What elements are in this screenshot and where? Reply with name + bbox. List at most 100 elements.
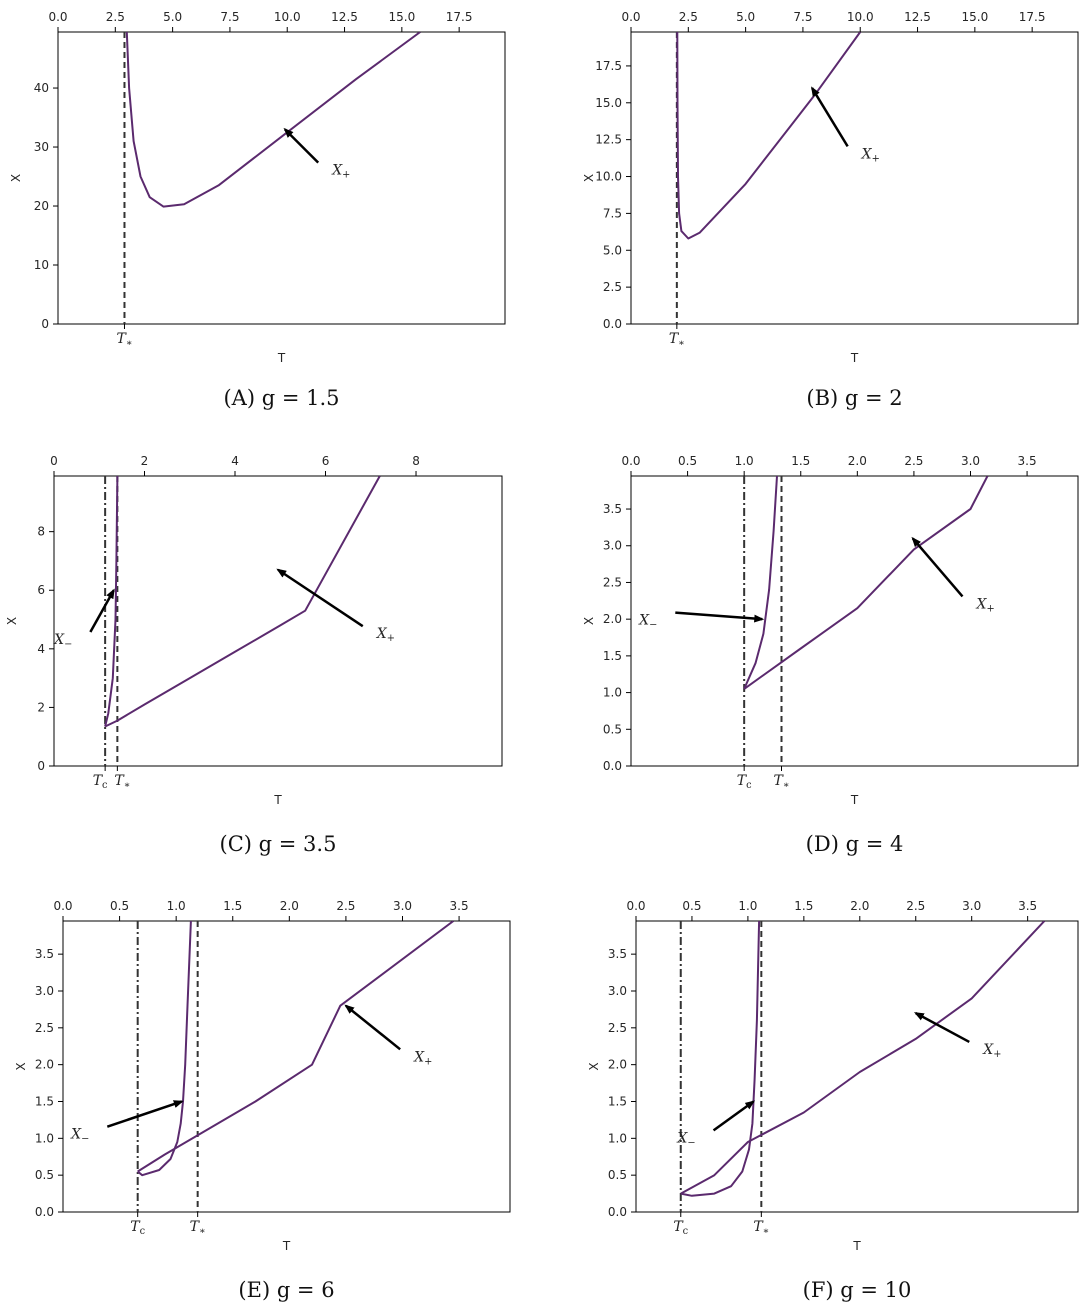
x-tick-label: 10.0 xyxy=(274,10,301,24)
y-tick-label: 10.0 xyxy=(595,170,622,184)
x-tick-label: 0 xyxy=(50,454,58,468)
y-tick-label: 5.0 xyxy=(603,243,622,257)
x-plus-arrow xyxy=(344,1004,401,1051)
y-tick-label: 2.0 xyxy=(35,1058,54,1072)
y-tick-label: 3.0 xyxy=(35,984,54,998)
x-tick-label: 3.5 xyxy=(450,899,469,913)
y-tick-label: 17.5 xyxy=(595,59,622,73)
x-tick-label: 0.0 xyxy=(621,10,640,24)
x-axis-label: T xyxy=(852,1239,861,1253)
y-tick-label: 20 xyxy=(34,199,49,213)
x-tick-label: 15.0 xyxy=(961,10,988,24)
series-line-2 xyxy=(137,921,454,1173)
vline-label: Tc xyxy=(130,1219,145,1237)
x-plus-arrow xyxy=(811,86,849,148)
x-plus-label: X+ xyxy=(331,163,350,181)
x-minus-label: X− xyxy=(676,1130,695,1148)
x-tick-label: 12.5 xyxy=(904,10,931,24)
x-plus-arrow xyxy=(276,568,364,628)
y-tick-label: 40 xyxy=(34,81,49,95)
x-tick-label: 3.0 xyxy=(393,899,412,913)
x-tick-label: 12.5 xyxy=(331,10,358,24)
x-tick-label: 8 xyxy=(412,454,420,468)
vline-label: T∗ xyxy=(774,773,790,791)
x-plus-label: X+ xyxy=(413,1049,432,1067)
plot-frame xyxy=(62,920,511,1213)
x-tick-label: 1.0 xyxy=(735,454,754,468)
y-tick-label: 0.5 xyxy=(608,1168,627,1182)
y-tick-label: 2.5 xyxy=(603,280,622,294)
x-tick-label: 2.5 xyxy=(679,10,698,24)
x-minus-label: X− xyxy=(638,613,657,631)
series-line-1 xyxy=(125,32,421,208)
series-line-2 xyxy=(743,476,989,690)
plot-frame xyxy=(57,31,506,325)
series-line-1 xyxy=(680,921,761,1197)
x-tick-label: 0.5 xyxy=(110,899,129,913)
y-axis-label: X xyxy=(14,1062,28,1070)
y-tick-label: 1.5 xyxy=(608,1094,627,1108)
y-tick-label: 0.0 xyxy=(35,1205,54,1219)
x-axis-label: T xyxy=(277,351,286,365)
y-tick-label: 2.5 xyxy=(608,1021,627,1035)
y-tick-label: 8 xyxy=(37,525,45,539)
panel-b: 0.0 2.5 5.0 7.5 10.0 12.5 15.0 17.5 0.0 2.5 5.0 7.5… xyxy=(582,10,1079,410)
y-tick-label: 0.0 xyxy=(603,317,622,331)
y-axis-label: X xyxy=(582,617,596,625)
panel-d: 0.0 0.5 1.0 1.5 2.0 2.5 3.0 3.5 0.0 0.5 1.0 1.5 2.0 2… xyxy=(582,454,1079,856)
x-tick-label: 2.5 xyxy=(904,454,923,468)
x-plus-label: X+ xyxy=(861,146,880,164)
plot-frame xyxy=(53,475,503,767)
x-tick-label: 2.5 xyxy=(336,899,355,913)
y-tick-label: 4 xyxy=(37,642,45,656)
x-axis-label: T xyxy=(282,1239,291,1253)
x-tick-label: 7.5 xyxy=(793,10,812,24)
y-tick-label: 1.0 xyxy=(35,1131,54,1145)
x-minus-label: X− xyxy=(70,1127,89,1145)
x-tick-label: 17.5 xyxy=(1019,10,1046,24)
series-line-2 xyxy=(680,921,1046,1195)
x-tick-label: 3.0 xyxy=(961,454,980,468)
x-tick-label: 5.0 xyxy=(163,10,182,24)
x-axis-label: T xyxy=(273,793,282,807)
series-line-1 xyxy=(743,476,778,690)
y-tick-label: 0 xyxy=(37,759,45,773)
plot-frame xyxy=(630,31,1079,325)
x-tick-label: 2.0 xyxy=(848,454,867,468)
x-plus-label: X+ xyxy=(376,626,395,644)
y-tick-label: 3.0 xyxy=(603,539,622,553)
x-tick-label: 7.5 xyxy=(220,10,239,24)
y-axis-label: X xyxy=(587,1062,601,1070)
plot-frame xyxy=(635,920,1079,1213)
panel-caption: (D) g = 4 xyxy=(806,832,904,856)
panel-c: 0 2 4 6 8 0 2 4 6 8 Tc T∗ X− X+ T X (C) g = 3.5 xyxy=(5,454,503,856)
vline-label: Tc xyxy=(673,1219,688,1237)
y-tick-label: 3.5 xyxy=(603,502,622,516)
y-tick-label: 2.0 xyxy=(603,612,622,626)
panel-e: 0.0 0.5 1.0 1.5 2.0 2.5 3.0 3.5 0.0 0.5 1.0 1.5 2.0 2… xyxy=(14,899,511,1302)
series-line-2 xyxy=(104,476,381,728)
vline-label: Tc xyxy=(737,773,752,791)
x-plus-label: X+ xyxy=(975,596,994,614)
vline-label: T∗ xyxy=(669,331,685,349)
panel-caption: (A) g = 1.5 xyxy=(223,386,339,410)
x-plus-arrow xyxy=(913,1011,970,1044)
y-axis-label: X xyxy=(9,174,23,182)
y-tick-label: 0.0 xyxy=(608,1205,627,1219)
x-axis-label: T xyxy=(850,793,859,807)
y-tick-label: 1.5 xyxy=(35,1094,54,1108)
y-tick-label: 0.5 xyxy=(35,1168,54,1182)
y-tick-label: 2.0 xyxy=(608,1058,627,1072)
x-tick-label: 1.5 xyxy=(791,454,810,468)
panel-caption: (E) g = 6 xyxy=(238,1278,334,1302)
x-tick-label: 0.0 xyxy=(53,899,72,913)
panel-a: 0.0 2.5 5.0 7.5 10.0 12.5 15.0 17.5 0 10 20 30 40 T∗ X… xyxy=(9,10,506,410)
x-axis-label: T xyxy=(850,351,859,365)
vline-label: T∗ xyxy=(190,1219,206,1237)
x-tick-label: 2.5 xyxy=(106,10,125,24)
y-tick-label: 1.0 xyxy=(608,1131,627,1145)
x-minus-arrow xyxy=(106,1100,184,1128)
x-tick-label: 2.0 xyxy=(850,899,869,913)
y-tick-label: 10 xyxy=(34,258,49,272)
x-tick-label: 2.5 xyxy=(906,899,925,913)
